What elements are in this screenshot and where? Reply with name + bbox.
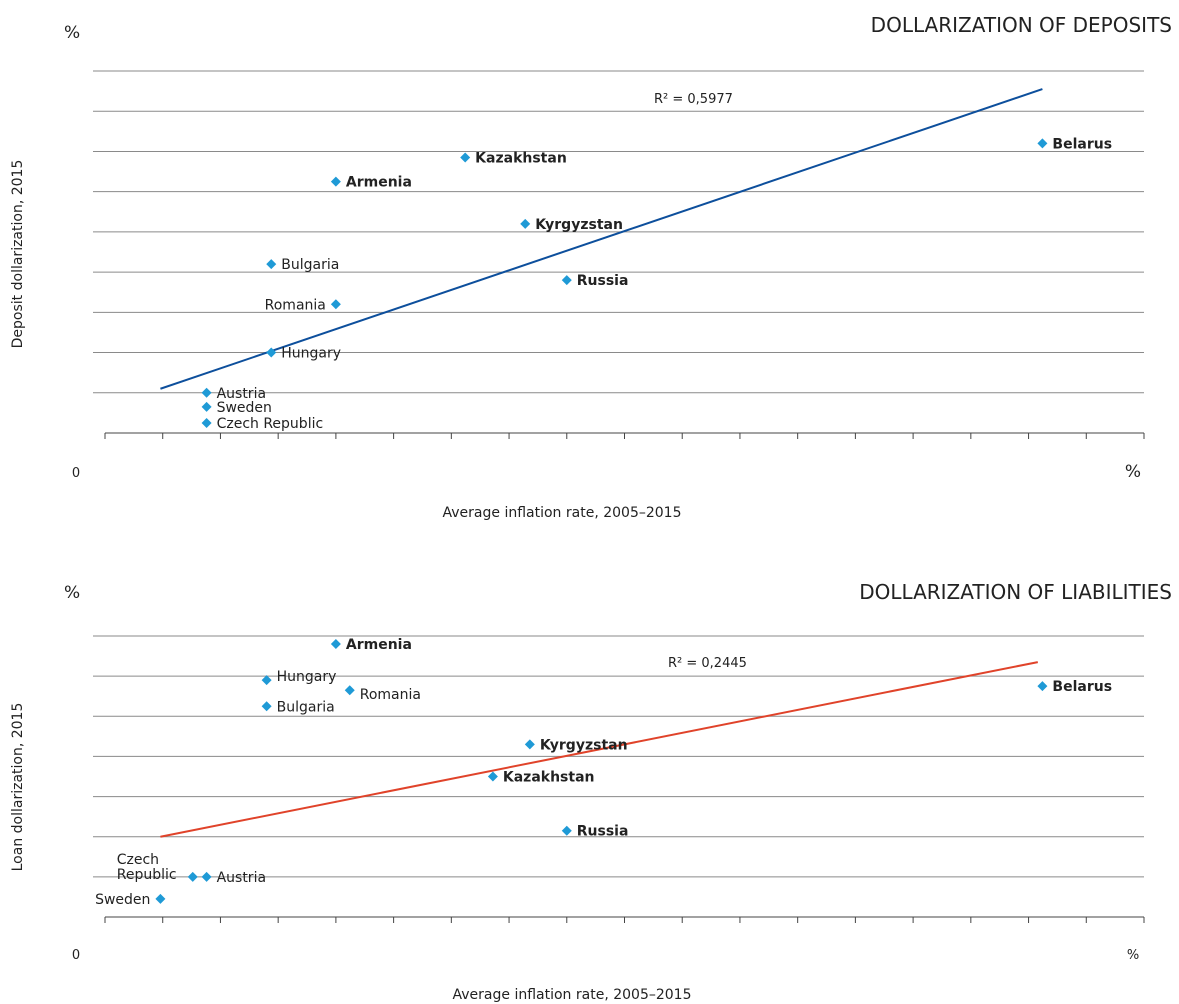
data-point	[261, 701, 272, 712]
point-label: Austria	[217, 386, 266, 402]
data-point	[1037, 681, 1048, 692]
chart-title: DOLLARIZATION OF DEPOSITS	[871, 13, 1172, 37]
data-point	[266, 259, 277, 270]
point-label: Belarus	[1052, 679, 1112, 695]
data-point	[330, 176, 341, 187]
point-label: Hungary	[281, 346, 341, 362]
point-label: Sweden	[95, 892, 150, 908]
loan-dollarization-chart: DOLLARIZATION OF LIABILITIES % Loan doll…	[10, 580, 1172, 1003]
point-label: Russia	[577, 273, 629, 289]
x-axis-label: Average inflation rate, 2005–2015	[453, 987, 692, 1003]
y-axis-label: Deposit dollarization, 2015	[10, 160, 26, 349]
y-unit-label: %	[64, 583, 80, 603]
data-point	[561, 275, 572, 286]
y-unit-label: %	[64, 23, 80, 43]
point-label-line: Czech	[117, 852, 159, 868]
point-label: Kyrgyzstan	[535, 217, 623, 233]
point-label: Czech Republic	[217, 416, 324, 432]
data-point	[487, 771, 498, 782]
point-label-line: Republic	[117, 867, 177, 883]
data-point	[261, 675, 272, 686]
data-point	[266, 347, 277, 358]
data-point	[330, 639, 341, 650]
point-label: Sweden	[217, 400, 272, 416]
x-axis-label: Average inflation rate, 2005–2015	[443, 505, 682, 521]
data-point	[460, 152, 471, 163]
point-label: Czech Republic	[117, 852, 177, 883]
data-point	[561, 825, 572, 836]
y-axis-label: Loan dollarization, 2015	[10, 703, 26, 872]
data-point	[330, 299, 341, 310]
point-label: Kyrgyzstan	[540, 737, 628, 753]
data-point	[524, 739, 535, 750]
x-unit-label: %	[1125, 462, 1141, 482]
point-label: Russia	[577, 824, 629, 840]
point-label: Bulgaria	[281, 257, 339, 273]
trend-line	[160, 661, 1038, 838]
point-label: Kazakhstan	[503, 770, 595, 786]
chart-title: DOLLARIZATION OF LIABILITIES	[859, 580, 1172, 604]
data-point	[344, 685, 355, 696]
point-label: Bulgaria	[277, 699, 335, 715]
data-point	[201, 387, 212, 398]
data-point	[1037, 138, 1048, 149]
trend-line	[160, 88, 1043, 390]
r-squared-label: R² = 0,5977	[654, 92, 733, 107]
r-squared-label: R² = 0,2445	[668, 656, 747, 671]
point-label: Romania	[360, 687, 421, 703]
data-point	[520, 218, 531, 229]
data-point	[187, 871, 198, 882]
x-origin-label: 0	[72, 466, 80, 481]
point-label: Hungary	[277, 669, 337, 685]
data-point	[201, 401, 212, 412]
point-label: Armenia	[346, 637, 412, 653]
point-label: Armenia	[346, 175, 412, 191]
data-point	[201, 871, 212, 882]
data-point	[155, 893, 166, 904]
data-point	[201, 417, 212, 428]
point-label: Belarus	[1052, 136, 1112, 152]
x-origin-label: 0	[72, 948, 80, 963]
point-label: Kazakhstan	[475, 150, 567, 166]
x-unit-label: %	[1127, 948, 1139, 963]
point-label: Austria	[217, 870, 266, 886]
point-label: Romania	[265, 297, 326, 313]
deposit-dollarization-chart: DOLLARIZATION OF DEPOSITS % Deposit doll…	[10, 13, 1172, 521]
